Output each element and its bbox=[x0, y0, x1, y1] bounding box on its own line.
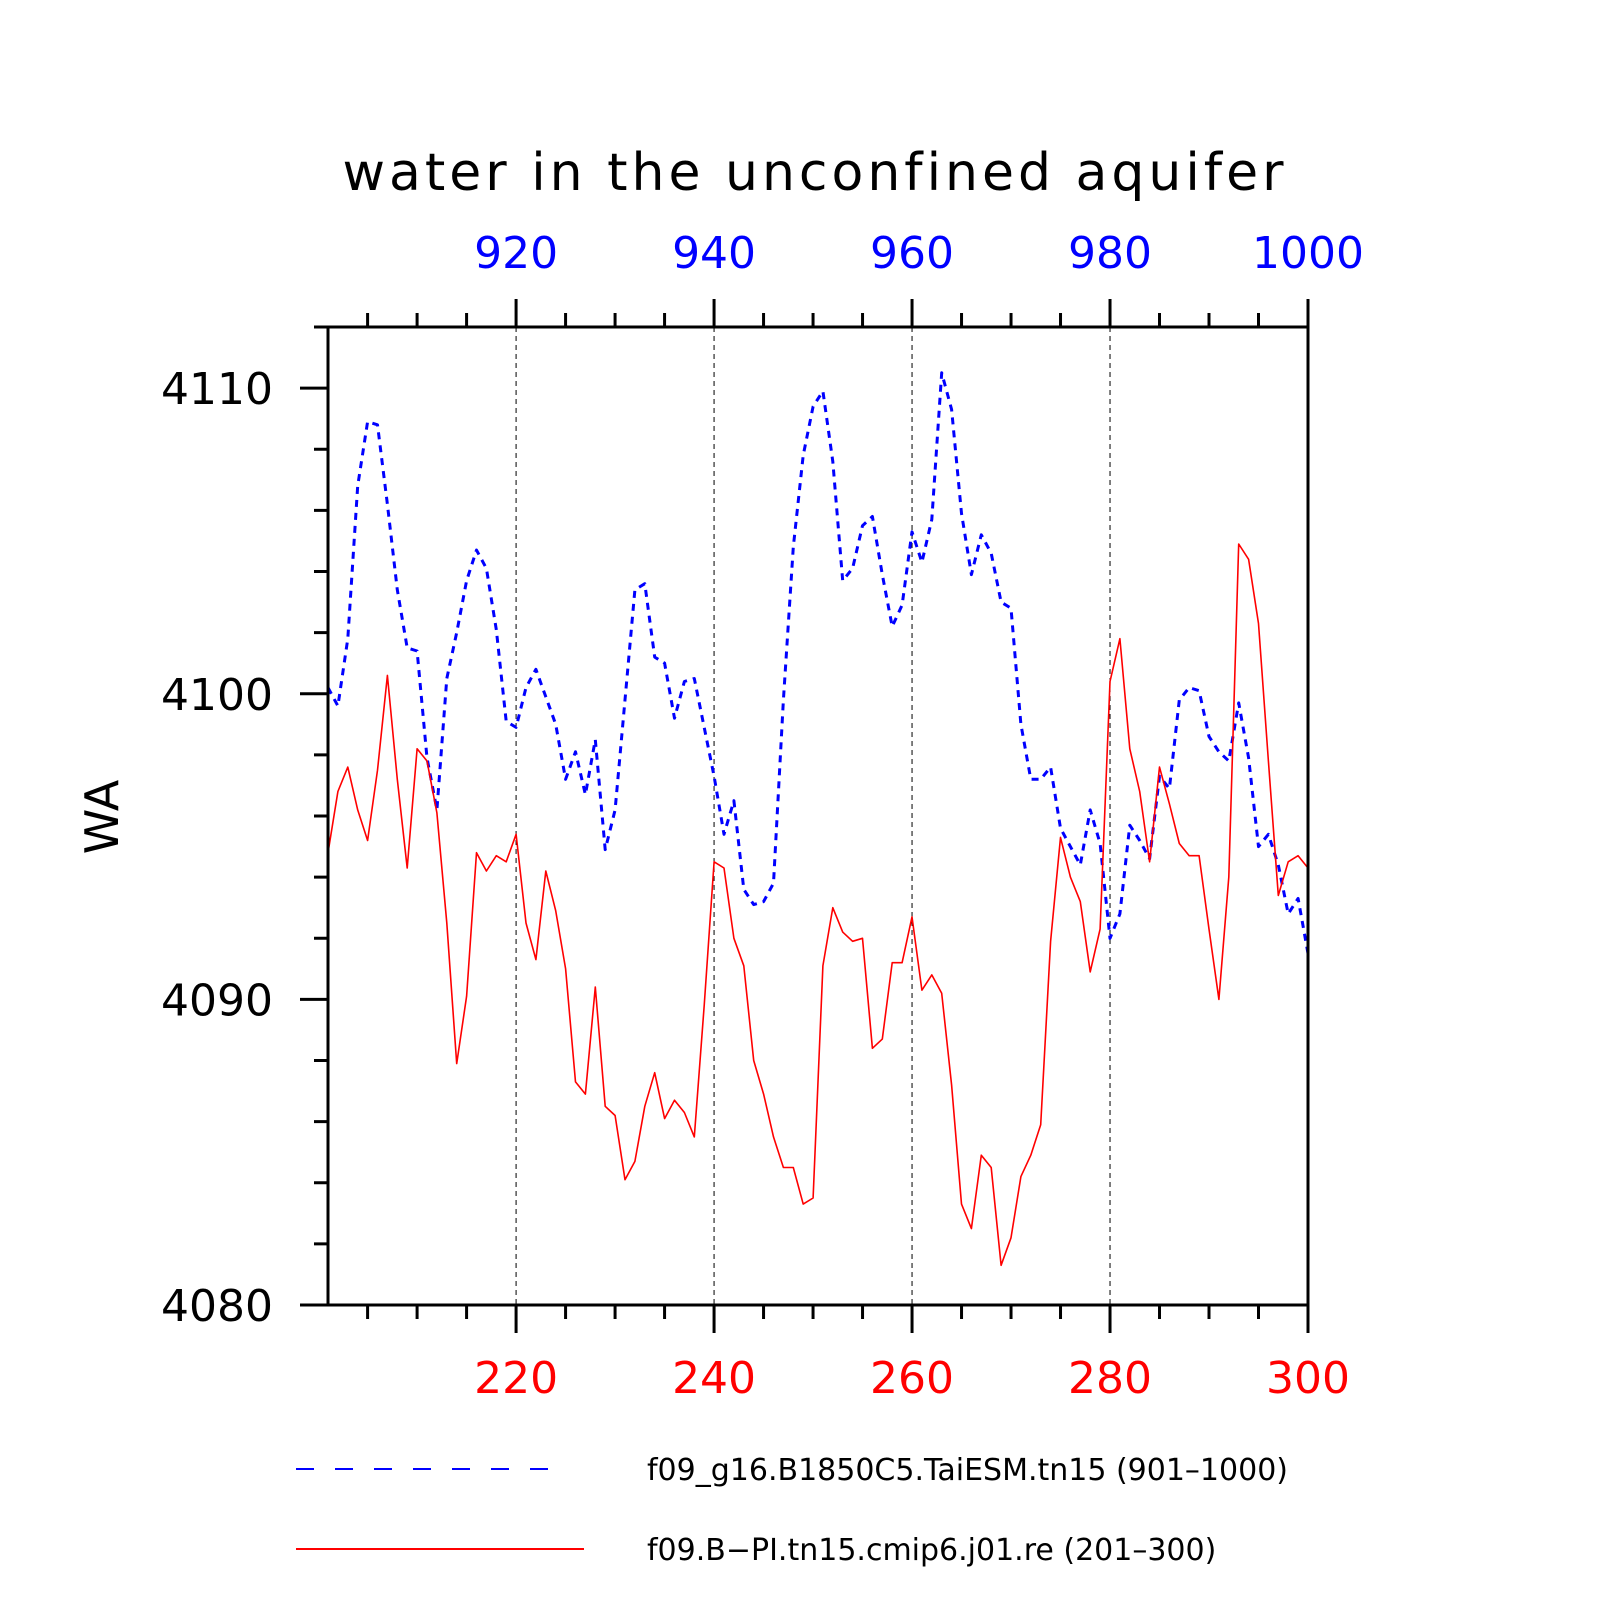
series-lines bbox=[326, 371, 1310, 1267]
x-top-tick-label: 1000 bbox=[1252, 228, 1364, 279]
plot-frame bbox=[326, 325, 1310, 1307]
x-bottom-tick-label: 220 bbox=[474, 1353, 558, 1404]
x-top-tick-label: 920 bbox=[474, 228, 558, 279]
y-tick-label: 4080 bbox=[161, 1281, 273, 1332]
x-top-tick-label: 940 bbox=[672, 228, 756, 279]
series-line-red bbox=[327, 543, 1309, 1267]
legend: f09_g16.B1850C5.TaiESM.tn15 (901–1000) f… bbox=[296, 1453, 1288, 1568]
y-tick-label: 4090 bbox=[161, 975, 273, 1026]
y-tick-labels: 4080 4090 4100 4110 bbox=[161, 364, 273, 1332]
x-top-tick-label: 960 bbox=[870, 228, 954, 279]
vertical-grid bbox=[515, 327, 1111, 1305]
legend-label-red: f09.B−PI.tn15.cmip6.j01.re (201–300) bbox=[647, 1533, 1216, 1568]
x-bottom-tick-labels: 220 240 260 280 300 bbox=[474, 1353, 1350, 1404]
x-bottom-tick-label: 280 bbox=[1068, 1353, 1152, 1404]
y-tick-label: 4100 bbox=[161, 670, 273, 721]
x-bottom-tick-label: 300 bbox=[1266, 1353, 1350, 1404]
axis-ticks bbox=[300, 299, 1310, 1333]
x-top-tick-labels: 920 940 960 980 1000 bbox=[474, 228, 1364, 279]
x-top-tick-label: 980 bbox=[1068, 228, 1152, 279]
x-bottom-tick-label: 260 bbox=[870, 1353, 954, 1404]
y-tick-label: 4110 bbox=[161, 364, 273, 415]
series-line-blue bbox=[326, 371, 1310, 954]
x-bottom-tick-label: 240 bbox=[672, 1353, 756, 1404]
chart-title: water in the unconfined aquifer bbox=[343, 143, 1288, 203]
legend-label-blue: f09_g16.B1850C5.TaiESM.tn15 (901–1000) bbox=[647, 1453, 1288, 1488]
y-axis-label: WA bbox=[75, 779, 129, 854]
